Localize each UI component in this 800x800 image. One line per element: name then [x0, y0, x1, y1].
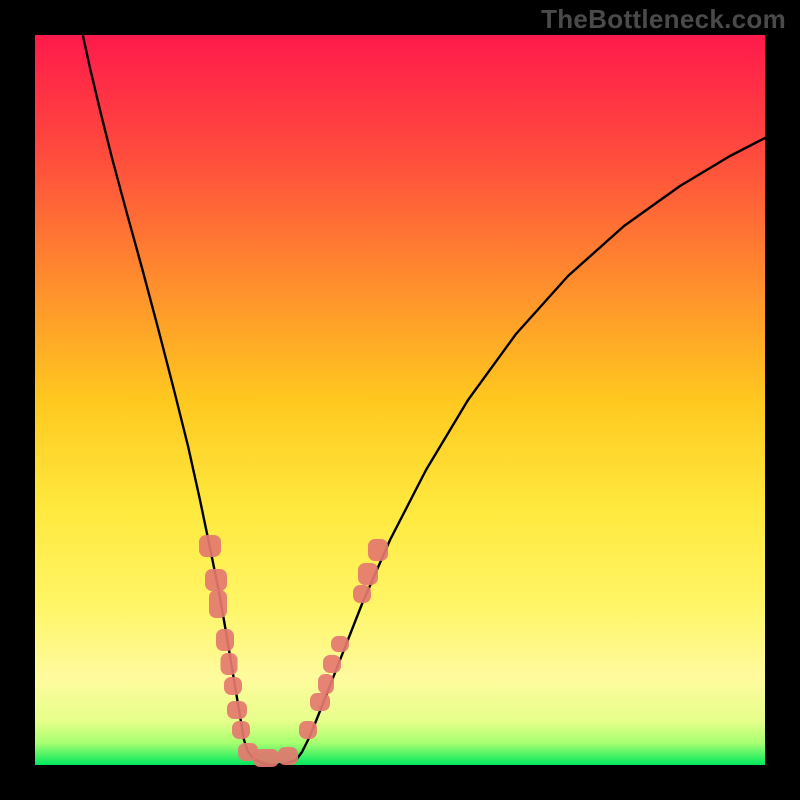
watermark-text: TheBottleneck.com — [541, 4, 786, 35]
chart-stage: TheBottleneck.com — [0, 0, 800, 800]
gradient-plot-area — [35, 35, 765, 765]
